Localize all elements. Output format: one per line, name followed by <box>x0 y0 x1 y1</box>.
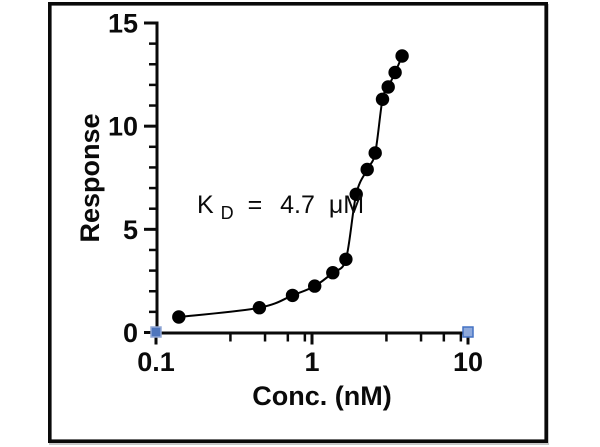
x-tick-label: 0.1 <box>137 347 175 377</box>
kd-annotation: K D = 4.7 μM <box>197 191 364 225</box>
kd-symbol: K <box>197 191 214 219</box>
x-tick-group: 0.1 1 10 <box>137 333 483 377</box>
data-point <box>308 279 322 293</box>
data-point <box>172 310 186 324</box>
y-tick-group: 0 5 10 15 <box>108 9 157 348</box>
axis-endpoint-marker <box>462 326 474 338</box>
kd-subscript: D <box>221 203 234 223</box>
data-point <box>375 92 390 107</box>
data-point <box>349 187 363 201</box>
data-point <box>285 288 300 303</box>
data-point <box>326 266 340 280</box>
kd-equals: = <box>248 191 263 219</box>
data-point <box>381 80 395 94</box>
axis-endpoint-marker <box>150 326 162 338</box>
data-point <box>388 65 402 80</box>
data-point <box>368 146 382 160</box>
data-point-group <box>172 49 409 324</box>
x-tick-label: 10 <box>453 347 483 377</box>
y-tick-label: 0 <box>123 318 138 348</box>
data-point <box>360 162 374 177</box>
y-axis-label: Response <box>75 113 105 242</box>
kd-value: 4.7 <box>280 191 315 219</box>
axis-endpoint-marker-group <box>150 326 474 338</box>
data-point <box>339 252 353 266</box>
figure-frame <box>47 1 548 443</box>
y-tick-label: 10 <box>108 112 138 142</box>
kd-unit: μM <box>329 191 364 219</box>
y-tick-label: 5 <box>123 215 138 245</box>
x-tick-label: 1 <box>304 347 319 377</box>
x-axis-label: Conc. (nM) <box>252 381 391 411</box>
data-point <box>252 301 267 315</box>
y-tick-label: 15 <box>108 9 138 39</box>
data-point <box>395 49 409 63</box>
